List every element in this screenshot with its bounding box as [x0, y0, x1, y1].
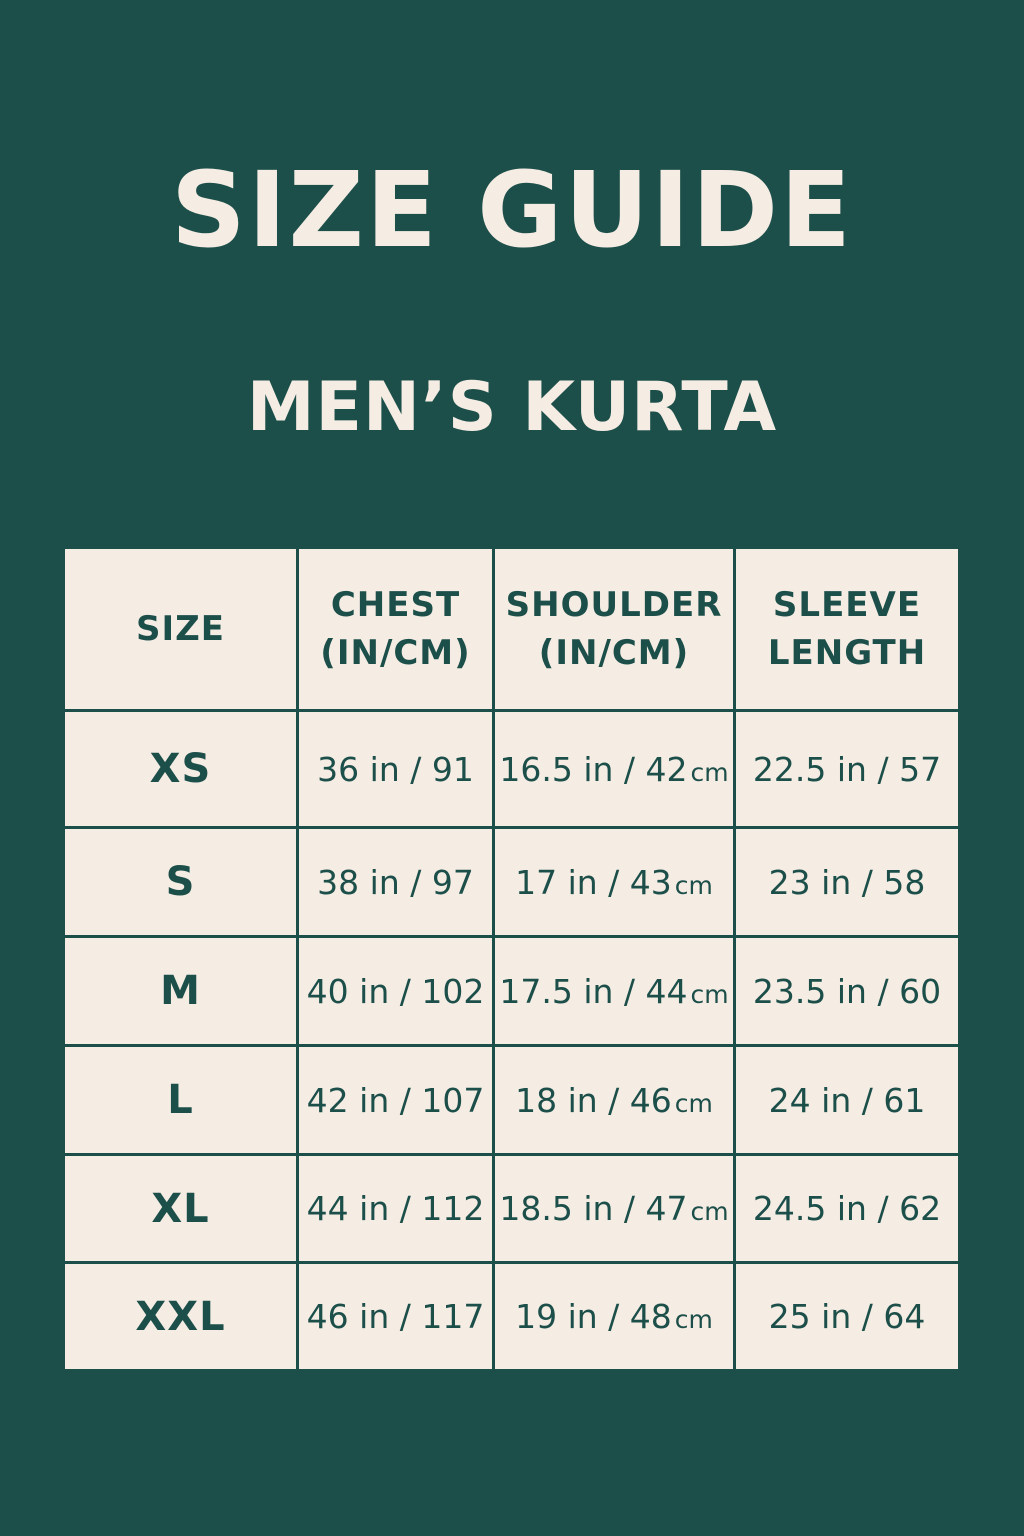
header-label: SIZE [135, 609, 226, 649]
shoulder-value: 18 in / 46 [515, 1080, 672, 1120]
cell-size: XXL [62, 1261, 299, 1372]
table-header-row: SIZE CHEST (IN/CM) SHOULDER (IN/CM) SLEEVE… [62, 546, 961, 712]
cell-size: S [62, 826, 299, 938]
shoulder-unit: cm [690, 979, 729, 1009]
shoulder-value: 18.5 in / 47 [499, 1189, 688, 1228]
cell-size: XL [62, 1153, 299, 1264]
cell-shoulder: 16.5 in / 42 cm [492, 709, 736, 829]
cell-chest: 42 in / 107 [296, 1044, 495, 1156]
shoulder-value: 19 in / 48 [515, 1297, 672, 1336]
table-row: L 42 in / 107 18 in / 46 cm 24 in / 61 [62, 1044, 961, 1156]
cell-shoulder: 19 in / 48 cm [492, 1261, 736, 1372]
header-label: CHEST [330, 585, 461, 625]
header-label: SLEEVE [772, 585, 922, 625]
header-chest: CHEST (IN/CM) [296, 546, 495, 712]
cell-chest: 36 in / 91 [296, 709, 495, 829]
cell-chest: 40 in / 102 [296, 935, 495, 1047]
header-label: (IN/CM) [320, 633, 471, 673]
cell-chest: 46 in / 117 [296, 1261, 495, 1372]
cell-sleeve: 24 in / 61 [733, 1044, 961, 1156]
cell-shoulder: 17.5 in / 44 cm [492, 935, 736, 1047]
cell-sleeve: 23.5 in / 60 [733, 935, 961, 1047]
cell-sleeve: 22.5 in / 57 [733, 709, 961, 829]
header-label: (IN/CM) [538, 633, 690, 673]
shoulder-unit: cm [674, 870, 713, 900]
cell-shoulder: 18 in / 46 cm [492, 1044, 736, 1156]
shoulder-unit: cm [690, 1197, 729, 1226]
shoulder-unit: cm [674, 1305, 713, 1334]
page-subtitle: MEN’S KURTA [246, 368, 778, 447]
cell-shoulder: 17 in / 43 cm [492, 826, 736, 938]
shoulder-value: 16.5 in / 42 [499, 749, 688, 789]
table-row: XL 44 in / 112 18.5 in / 47 cm 24.5 in / 62 [62, 1153, 961, 1264]
table-row: XS 36 in / 91 16.5 in / 42 cm 22.5 in / 57 [62, 709, 961, 829]
cell-chest: 44 in / 112 [296, 1153, 495, 1264]
table-row: M 40 in / 102 17.5 in / 44 cm 23.5 in / 60 [62, 935, 961, 1047]
cell-size: M [62, 935, 299, 1047]
header-shoulder: SHOULDER (IN/CM) [492, 546, 736, 712]
cell-chest: 38 in / 97 [296, 826, 495, 938]
page-title: SIZE GUIDE [170, 149, 854, 271]
cell-sleeve: 24.5 in / 62 [733, 1153, 961, 1264]
cell-sleeve: 23 in / 58 [733, 826, 961, 938]
header-label: LENGTH [767, 633, 927, 673]
cell-shoulder: 18.5 in / 47 cm [492, 1153, 736, 1264]
shoulder-unit: cm [690, 757, 729, 787]
table-row: XXL 46 in / 117 19 in / 48 cm 25 in / 64 [62, 1261, 961, 1372]
cell-sleeve: 25 in / 64 [733, 1261, 961, 1372]
shoulder-value: 17 in / 43 [515, 862, 672, 902]
shoulder-unit: cm [674, 1088, 713, 1118]
shoulder-value: 17.5 in / 44 [499, 971, 688, 1011]
header-size: SIZE [62, 546, 299, 712]
table-row: S 38 in / 97 17 in / 43 cm 23 in / 58 [62, 826, 961, 938]
size-table: SIZE CHEST (IN/CM) SHOULDER (IN/CM) SLEEVE… [62, 546, 961, 1372]
cell-size: XS [62, 709, 299, 829]
cell-size: L [62, 1044, 299, 1156]
header-sleeve: SLEEVE LENGTH [733, 546, 961, 712]
header-label: SHOULDER [505, 585, 723, 625]
